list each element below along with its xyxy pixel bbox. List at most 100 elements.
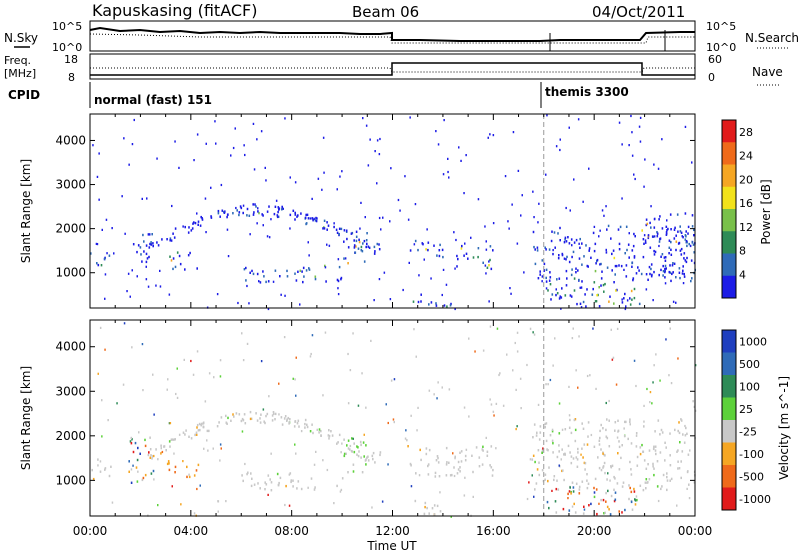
power-noise-cell bbox=[280, 293, 282, 296]
velocity-cell bbox=[586, 486, 589, 490]
velocity-cell bbox=[341, 477, 344, 480]
power-cell bbox=[641, 229, 643, 232]
colorbar-tick-label: 500 bbox=[739, 358, 760, 371]
power-cell bbox=[148, 255, 150, 259]
x-tick-label: 16:00 bbox=[476, 524, 511, 538]
power-noise-cell bbox=[171, 204, 173, 208]
velocity-cell bbox=[202, 425, 205, 428]
velocity-cell bbox=[558, 432, 561, 435]
velocity-cell bbox=[547, 449, 549, 452]
power-cell bbox=[315, 216, 317, 220]
velocity-cell bbox=[244, 422, 247, 425]
power-noise-cell bbox=[684, 125, 687, 128]
power-cell bbox=[210, 216, 213, 219]
power-cell bbox=[603, 290, 605, 293]
freq-label-line2: [MHz] bbox=[4, 67, 36, 80]
velocity-cell bbox=[586, 443, 589, 446]
velocity-cell bbox=[331, 434, 334, 437]
frequency-trace bbox=[90, 62, 695, 76]
velocity-cell bbox=[603, 512, 605, 515]
velocity-cell bbox=[357, 454, 360, 458]
velocity-cell bbox=[652, 465, 654, 468]
velocity-cell bbox=[613, 499, 616, 503]
velocity-noise-cell bbox=[340, 451, 342, 454]
velocity-noise-cell bbox=[176, 396, 179, 399]
velocity-cell bbox=[300, 487, 303, 491]
power-cell bbox=[191, 227, 194, 230]
power-noise-cell bbox=[244, 153, 246, 157]
power-cell bbox=[246, 207, 249, 211]
velocity-cell bbox=[250, 472, 252, 475]
power-cell bbox=[536, 246, 539, 249]
power-cell bbox=[343, 240, 345, 243]
power-cell bbox=[569, 294, 572, 297]
power-cell bbox=[658, 273, 660, 277]
colorbar-tick-label: 100 bbox=[739, 380, 760, 393]
velocity-noise-cell bbox=[213, 376, 215, 379]
colorbar-tick-label: 1000 bbox=[739, 335, 767, 348]
power-cell bbox=[254, 203, 256, 206]
velocity-cell bbox=[538, 438, 541, 441]
velocity-cell bbox=[250, 484, 253, 488]
velocity-cell bbox=[569, 486, 571, 489]
velocity-noise-cell bbox=[609, 479, 611, 482]
power-cell bbox=[412, 300, 415, 303]
power-cell bbox=[362, 242, 364, 245]
velocity-cell bbox=[149, 456, 152, 459]
velocity-cell bbox=[271, 419, 274, 422]
power-cell bbox=[560, 296, 563, 299]
velocity-noise-cell bbox=[410, 414, 412, 417]
velocity-cell bbox=[544, 473, 547, 476]
velocity-noise-cell bbox=[652, 381, 654, 384]
power-cell bbox=[545, 276, 547, 280]
power-noise-cell bbox=[168, 293, 171, 296]
colorbar-swatch bbox=[722, 209, 736, 232]
power-cell bbox=[267, 280, 270, 283]
velocity-cell bbox=[593, 445, 596, 448]
velocity-noise-cell bbox=[284, 503, 286, 507]
power-cell bbox=[436, 254, 438, 257]
nave-label: Nave bbox=[752, 65, 783, 79]
velocity-noise-cell bbox=[315, 450, 317, 453]
velocity-noise-cell bbox=[558, 464, 560, 467]
power-cell bbox=[675, 248, 677, 252]
power-noise-cell bbox=[573, 178, 575, 181]
colorbar-tick-label: 12 bbox=[739, 221, 753, 234]
velocity-cell bbox=[186, 465, 188, 469]
velocity-cell bbox=[128, 460, 130, 463]
power-noise-cell bbox=[96, 175, 99, 178]
velocity-cell bbox=[423, 512, 426, 516]
velocity-cell bbox=[353, 442, 355, 445]
colorbar-tick-label: 28 bbox=[739, 126, 753, 139]
velocity-cell bbox=[666, 475, 668, 479]
velocity-cell bbox=[570, 490, 572, 494]
power-cell bbox=[600, 262, 602, 266]
power-cell bbox=[145, 252, 148, 256]
velocity-noise-cell bbox=[357, 404, 360, 407]
power-cell bbox=[169, 239, 171, 242]
power-noise-cell bbox=[227, 255, 230, 258]
power-cell bbox=[257, 210, 259, 213]
power-noise-cell bbox=[458, 146, 460, 149]
power-cell bbox=[651, 273, 653, 277]
velocity-noise-cell bbox=[390, 379, 393, 382]
power-noise-cell bbox=[504, 175, 507, 178]
power-cell bbox=[548, 248, 551, 251]
power-cell bbox=[305, 213, 307, 217]
velocity-cell bbox=[286, 418, 288, 421]
velocity-cell bbox=[630, 442, 633, 445]
velocity-cell bbox=[600, 423, 602, 427]
velocity-cell bbox=[168, 468, 171, 472]
velocity-scatter-cells bbox=[91, 320, 697, 518]
power-cell bbox=[558, 297, 561, 300]
velocity-cell bbox=[572, 457, 575, 460]
power-cell bbox=[302, 280, 304, 284]
velocity-cell bbox=[678, 421, 680, 424]
power-noise-cell bbox=[599, 263, 601, 266]
power-noise-cell bbox=[520, 214, 522, 217]
power-cell bbox=[172, 257, 175, 260]
power-noise-cell bbox=[437, 143, 440, 146]
velocity-cell bbox=[227, 416, 229, 420]
power-noise-cell bbox=[264, 166, 266, 169]
